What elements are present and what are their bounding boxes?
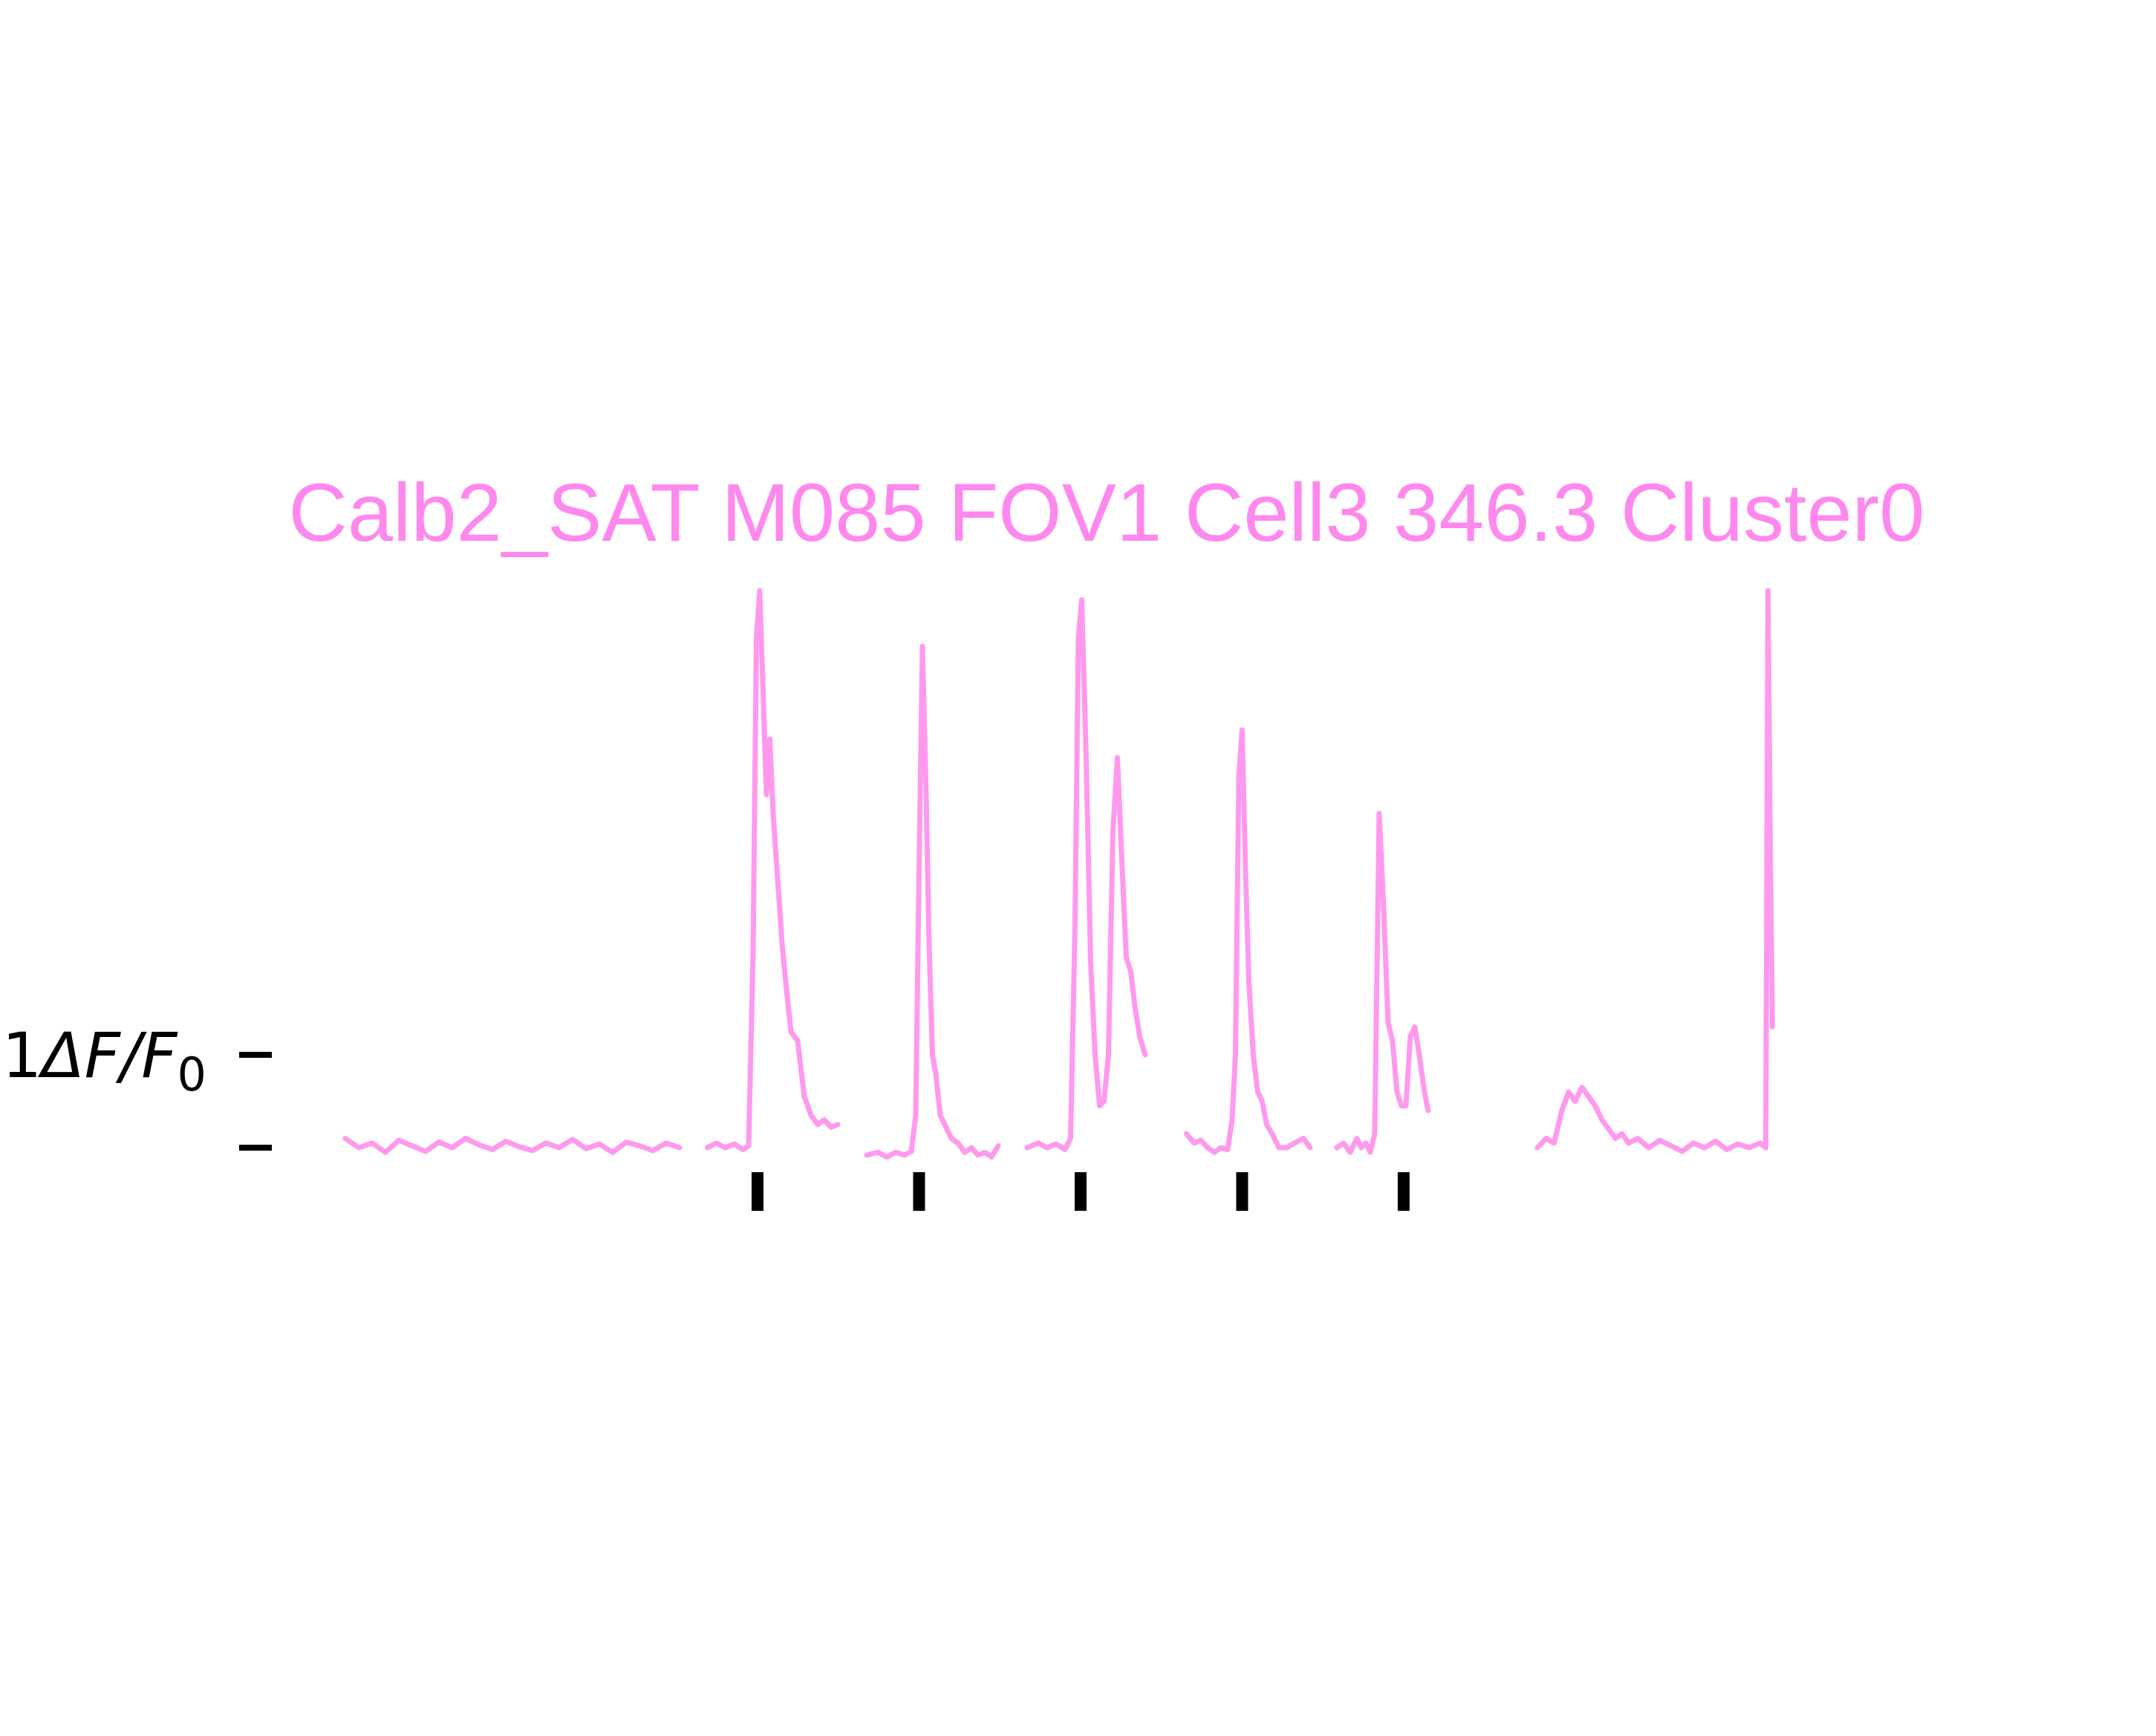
y-axis-scale-label: 1ΔF/F0: [2, 1019, 206, 1102]
trace-segment-6: [1334, 810, 1431, 1155]
y-axis-scale-label-prefix: 1: [2, 1019, 42, 1092]
trace-segment-1: [342, 1136, 683, 1155]
stimulus-marker-2: [913, 1172, 925, 1211]
stimulus-marker-4: [1236, 1172, 1248, 1211]
trace-segment-7: [1534, 588, 1775, 1154]
y-axis-scale-label-symbol: ΔF/F: [37, 1019, 178, 1092]
trace-group: [342, 588, 1775, 1160]
trace-segment-5: [1184, 727, 1313, 1155]
chart-title: Calb2_SAT M085 FOV1 Cell3 346.3 Cluster0: [288, 467, 1924, 559]
trace-segment-2: [705, 588, 841, 1152]
stimulus-marker-group: [752, 1172, 1410, 1211]
trace-segment-3: [864, 643, 1001, 1160]
stimulus-marker-3: [1075, 1172, 1087, 1211]
stimulus-marker-5: [1398, 1172, 1410, 1211]
trace-segment-4: [1024, 597, 1148, 1152]
stimulus-marker-1: [752, 1172, 763, 1211]
y-axis-scale-label-subscript: 0: [178, 1047, 206, 1102]
